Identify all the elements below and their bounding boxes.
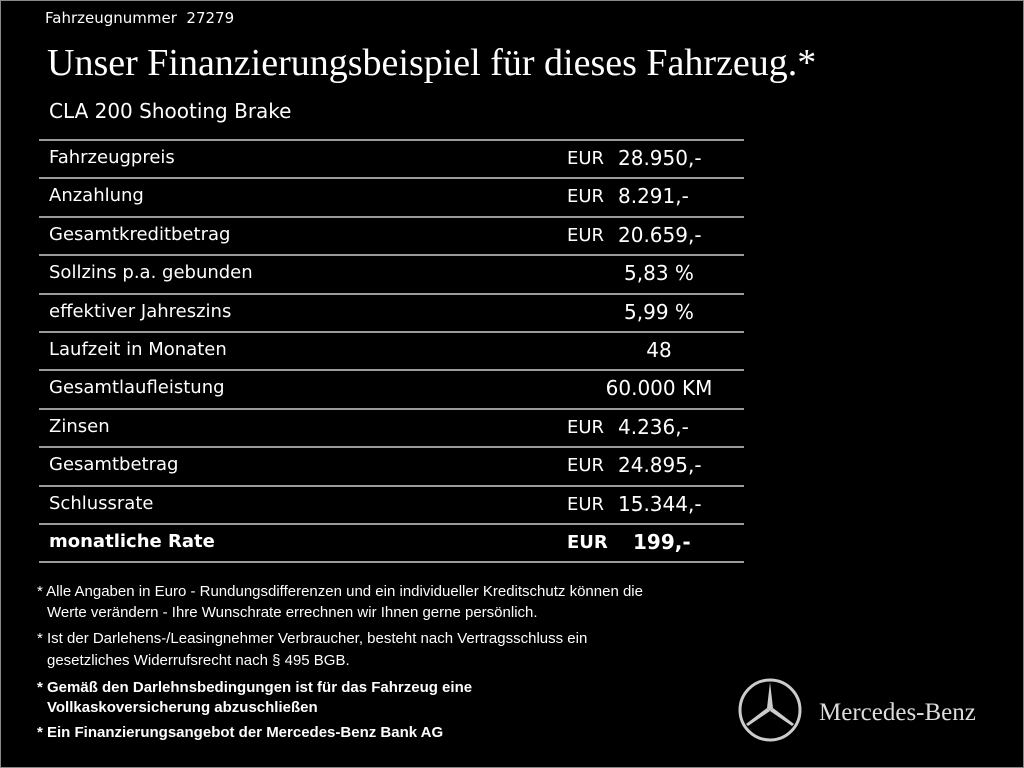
- row-currency: EUR: [567, 224, 605, 246]
- title: Unser Finanzierungsbeispiel für dieses F…: [47, 42, 817, 84]
- brand-logo: [738, 678, 802, 742]
- row-currency: EUR: [567, 416, 605, 438]
- row-label: Gesamtbetrag: [49, 454, 179, 476]
- row-value: 24.895,-: [618, 453, 702, 478]
- table-rule: [39, 215, 744, 218]
- row-label: Laufzeit in Monaten: [49, 339, 227, 360]
- row-currency: EUR: [567, 532, 608, 553]
- row-label: Schlussrate: [49, 492, 154, 514]
- table-rule: [39, 446, 744, 449]
- row-value: 5,83 %: [624, 261, 694, 286]
- row-label: Zinsen: [49, 415, 110, 437]
- table-rule: [39, 561, 744, 564]
- row-currency: EUR: [567, 186, 605, 208]
- table-rule: [39, 292, 744, 295]
- table-rule: [39, 139, 744, 141]
- row-label: Fahrzeugpreis: [49, 147, 175, 168]
- row-label: Sollzins p.a. gebunden: [49, 262, 253, 284]
- vehicle-number: Fahrzeugnummer 27279: [45, 9, 235, 27]
- row-value: 60.000 KM: [605, 376, 713, 401]
- table-rule: [39, 177, 744, 180]
- row-value: 8.291,-: [618, 184, 689, 209]
- row-value: 48: [646, 338, 672, 362]
- table-rule: [39, 254, 744, 257]
- table-rule: [39, 331, 744, 333]
- model: CLA 200 Shooting Brake: [49, 99, 292, 123]
- row-currency: EUR: [567, 148, 605, 169]
- table-rule: [39, 523, 744, 525]
- row-label: monatliche Rate: [49, 531, 215, 552]
- footnote-line: * Ein Finanzierungsangebot der Mercedes-…: [37, 724, 444, 741]
- row-label: Gesamtkreditbetrag: [49, 223, 231, 245]
- row-value: 5,99 %: [624, 299, 694, 324]
- row-value: 28.950,-: [618, 146, 702, 170]
- table-rule: [39, 484, 744, 487]
- row-label: Gesamtlaufleistung: [49, 377, 225, 399]
- footnote-line: * Alle Angaben in Euro - Rundungsdiffere…: [37, 583, 643, 600]
- row-value: 15.344,-: [618, 491, 702, 516]
- row-label: effektiver Jahreszins: [49, 300, 232, 322]
- footnote-line: gesetzliches Widerrufsrecht nach § 495 B…: [47, 652, 350, 669]
- row-value: 20.659,-: [618, 222, 702, 247]
- brand-name: Mercedes-Benz: [819, 699, 976, 726]
- table-rule: [39, 369, 744, 372]
- row-label: Anzahlung: [49, 185, 144, 207]
- table-rule: [39, 407, 744, 410]
- row-value: 199,-: [633, 530, 691, 554]
- row-value: 4.236,-: [618, 414, 689, 439]
- row-currency: EUR: [567, 455, 605, 477]
- footnote-line: * Ist der Darlehens-/Leasingnehmer Verbr…: [37, 630, 588, 647]
- footnote-line: Vollkaskoversicherung abzuschließen: [47, 699, 318, 716]
- footnote-line: Werte verändern - Ihre Wunschrate errech…: [47, 604, 538, 621]
- row-currency: EUR: [567, 493, 605, 515]
- footnote-line: * Gemäß den Darlehnsbedingungen ist für …: [37, 679, 473, 696]
